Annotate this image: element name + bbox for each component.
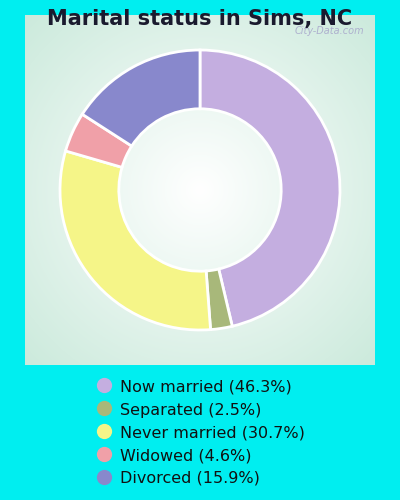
Legend: Now married (46.3%), Separated (2.5%), Never married (30.7%), Widowed (4.6%), Di: Now married (46.3%), Separated (2.5%), N… [91, 374, 309, 490]
Wedge shape [206, 269, 232, 330]
Wedge shape [60, 151, 210, 330]
Text: City-Data.com: City-Data.com [295, 26, 364, 36]
Wedge shape [200, 50, 340, 326]
Wedge shape [82, 50, 200, 146]
Wedge shape [66, 114, 132, 168]
Text: Marital status in Sims, NC: Marital status in Sims, NC [48, 9, 352, 29]
